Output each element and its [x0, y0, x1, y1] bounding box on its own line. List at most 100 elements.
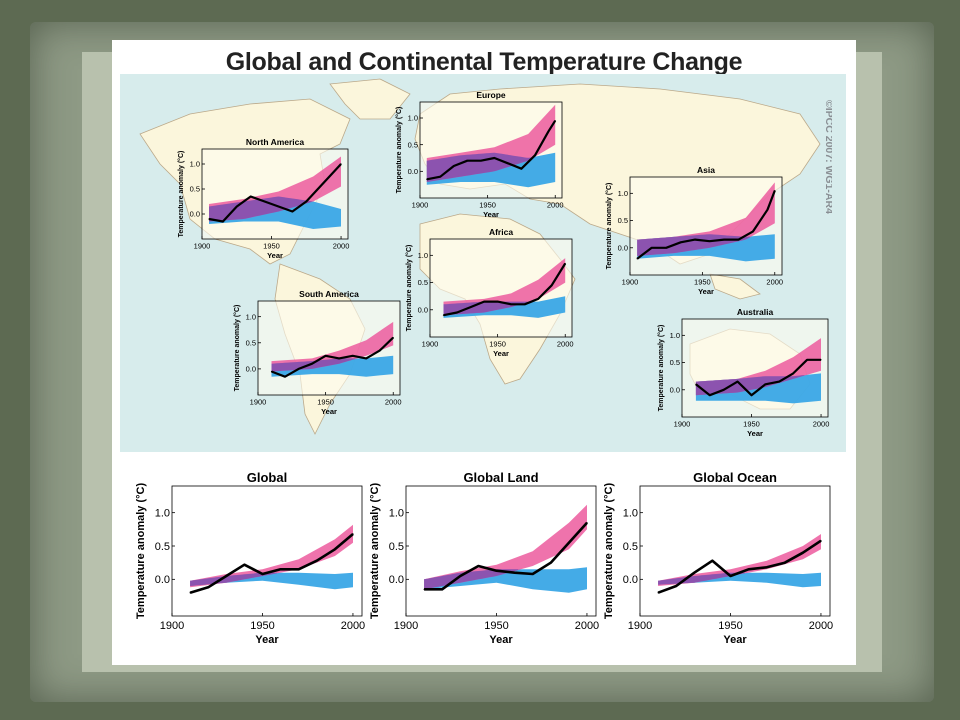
y-tick-label: 0.5 [618, 216, 628, 225]
y-tick-label: 1.0 [618, 189, 628, 198]
y-tick-label: 0.5 [190, 185, 200, 194]
y-tick-label: 0.0 [246, 365, 256, 374]
chart-title: Australia [737, 307, 774, 317]
y-tick-label: 0.0 [618, 243, 628, 252]
y-tick-label: 0.0 [190, 210, 200, 219]
observed-point [774, 190, 776, 192]
observed-point [665, 247, 667, 249]
x-tick-label: 2000 [575, 620, 599, 632]
observed-point [441, 588, 443, 590]
observed-point [319, 185, 321, 188]
observed-point [325, 355, 327, 357]
observed-point [537, 298, 539, 300]
observed-point [439, 176, 441, 178]
observed-point [507, 162, 509, 164]
x-axis-label: Year [489, 634, 513, 646]
observed-point [694, 239, 696, 241]
observed-point [392, 337, 394, 339]
x-axis-label: Year [267, 251, 283, 260]
overlap-band [271, 358, 356, 372]
plot-frame [629, 176, 783, 276]
observed-point [737, 381, 739, 383]
x-axis-label: Year [321, 407, 337, 416]
observed-point [483, 301, 485, 303]
x-axis-label: Year [493, 349, 509, 358]
overlap-band [426, 152, 533, 182]
observed-point [334, 548, 336, 550]
chart-title: Asia [697, 165, 715, 175]
x-tick-label: 2000 [385, 398, 402, 407]
observed-point [207, 586, 209, 588]
y-tick-label: 1.0 [155, 508, 170, 520]
observed-point [261, 573, 264, 575]
observed-point [636, 258, 638, 260]
y-tick-label: 1.0 [623, 508, 638, 520]
observed-point [284, 376, 286, 378]
observed-line [443, 262, 567, 317]
x-tick-label: 1900 [628, 620, 652, 632]
y-tick-label: 0.0 [155, 574, 170, 586]
plot-frame [639, 485, 831, 617]
anthropogenic-forcings-band [271, 321, 394, 372]
observed-point [493, 157, 495, 159]
chart-title: Global Ocean [693, 470, 777, 485]
y-tick-label: 1.0 [389, 508, 404, 520]
observed-point [766, 566, 768, 568]
chart-australia: 1900 1950 2000 0.0 0.5 1.0 Australia Year Temper… [657, 307, 830, 438]
observed-point [586, 522, 588, 524]
overlap-band [209, 196, 312, 222]
y-axis-label: Temperature anomaly (°C) [135, 483, 147, 620]
x-tick-label: 2000 [809, 620, 833, 632]
x-tick-label: 1900 [394, 620, 418, 632]
observed-point [208, 218, 210, 220]
natural-forcings-band [271, 355, 394, 377]
y-tick-label: 0.5 [408, 140, 418, 149]
observed-point [510, 303, 512, 305]
observed-point [784, 562, 786, 564]
observed-point [333, 170, 335, 173]
x-tick-label: 1900 [194, 242, 211, 251]
x-tick-label: 2000 [813, 420, 830, 429]
observed-point [243, 564, 245, 566]
observed-point [711, 560, 713, 562]
x-tick-label: 2000 [766, 278, 783, 287]
y-axis-label: Temperature anomaly (°C) [395, 107, 403, 194]
observed-point [365, 357, 367, 359]
y-tick-label: 0.0 [623, 574, 638, 586]
observed-line [657, 539, 822, 594]
chart-europe: 1900 1950 2000 0.0 0.5 1.0 Europe Year Temperatu… [395, 90, 564, 219]
anthropogenic-forcings-band [443, 258, 566, 316]
plot-frame [201, 148, 349, 240]
observed-point [524, 303, 526, 305]
observed-point [277, 205, 280, 208]
y-axis-label: Temperature anomaly (°C) [369, 483, 381, 620]
y-axis-label: Temperature anomaly (°C) [605, 183, 613, 270]
plot-frame [257, 300, 401, 396]
chart-global-ocean: 1900 1950 2000 0.0 0.5 1.0 Global Ocean Year Tem… [603, 470, 833, 646]
x-tick-label: 1900 [160, 620, 184, 632]
chart-global-land: 1900 1950 2000 0.0 0.5 1.0 Global Land Year Temp… [369, 470, 599, 646]
observed-point [264, 200, 266, 203]
y-tick-label: 0.0 [670, 385, 680, 394]
y-axis-label: Temperature anomaly (°C) [657, 325, 665, 412]
x-tick-label: 1950 [263, 242, 280, 251]
x-tick-label: 1950 [250, 620, 274, 632]
observed-point [189, 592, 191, 594]
observed-point [564, 262, 566, 265]
observed-point [657, 592, 659, 594]
copyright-label: ©IPCC 2007: WG1-AR4 [823, 100, 832, 214]
y-tick-label: 0.5 [623, 541, 638, 553]
x-tick-label: 2000 [547, 201, 564, 210]
y-tick-label: 0.5 [155, 541, 170, 553]
x-axis-label: Year [747, 429, 763, 438]
y-tick-label: 0.5 [418, 278, 428, 287]
plot-frame [419, 101, 563, 199]
x-tick-label: 1900 [674, 420, 691, 429]
observed-point [311, 363, 313, 365]
x-tick-label: 1900 [412, 201, 429, 210]
observed-point [236, 205, 238, 208]
x-tick-label: 2000 [341, 620, 365, 632]
y-tick-label: 0.0 [418, 305, 428, 314]
observed-point [250, 195, 252, 198]
observed-point [225, 575, 227, 577]
